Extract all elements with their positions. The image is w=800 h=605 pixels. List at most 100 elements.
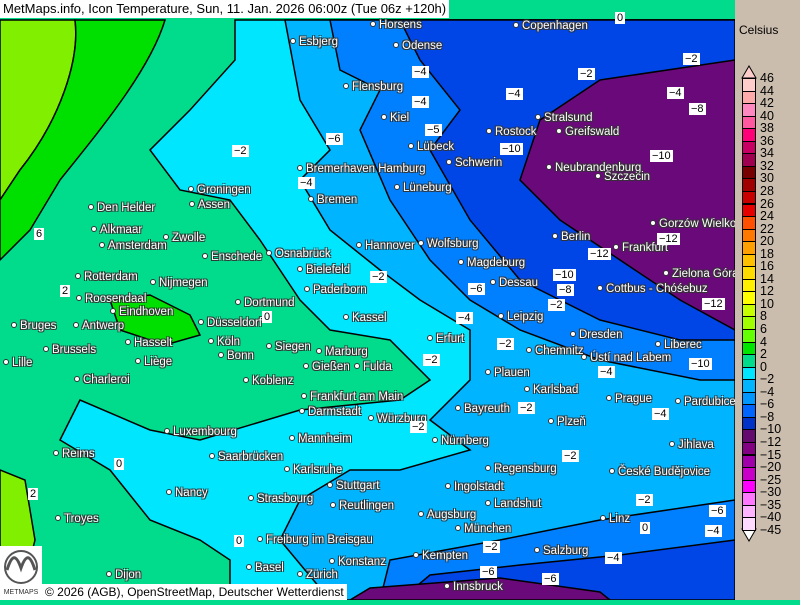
temperature-map[interactable]: Horsens Copenhagen Esbjerg Odense Flensburg K… (0, 0, 735, 600)
legend-label: −30 (760, 485, 782, 500)
city-label: Paderborn (304, 284, 367, 296)
city-label: Landshut (485, 498, 541, 510)
city-label: Fulda (354, 361, 392, 373)
legend-swatch (742, 78, 756, 92)
legend-top-arrow (741, 65, 757, 79)
city-label: Horsens (370, 19, 422, 31)
legend-swatch (742, 153, 756, 167)
contour-label: −4 (412, 96, 429, 108)
contour-label: −2 (683, 53, 700, 65)
city-label: München (455, 523, 511, 535)
city-label: Marburg (316, 346, 368, 358)
legend-swatch (742, 391, 756, 406)
city-label: Bremerhaven Hamburg (297, 163, 426, 175)
legend-label: 14 (760, 271, 774, 286)
legend-swatch (742, 115, 756, 130)
legend-swatch (742, 178, 756, 192)
city-label: Köln (208, 336, 240, 348)
city-label: Troyes (55, 513, 99, 525)
city-label: Nancy (166, 487, 208, 499)
contour-label: 0 (615, 12, 626, 24)
city-label: Eindhoven (110, 306, 173, 318)
contour-label: −5 (425, 124, 442, 136)
legend-swatch (742, 517, 756, 531)
contour-label: −10 (650, 150, 673, 162)
city-label: Salzburg (534, 545, 588, 557)
city-label: Hasselt (125, 337, 172, 349)
contour-label: −4 (506, 88, 523, 100)
city-label: České Budějovice (609, 466, 710, 478)
legend-swatch (742, 404, 756, 418)
city-label: Gießen (303, 361, 350, 373)
color-legend: Celsius 46 44 42 40 38 36 34 32 30 28 26 24 22 20 18 16… (735, 0, 800, 600)
legend-swatch (742, 228, 756, 243)
legend-label: 6 (760, 322, 767, 336)
legend-swatch (742, 203, 756, 218)
contour-label: 2 (28, 488, 39, 500)
contour-label: −8 (557, 284, 574, 296)
city-label: Augsburg (418, 509, 476, 521)
contour-label: −4 (456, 312, 473, 324)
contour-label: −2 (578, 68, 595, 80)
contour-label: −6 (468, 283, 485, 295)
metmaps-logo[interactable]: METMAPS (0, 546, 42, 600)
legend-label: −6 (760, 397, 775, 412)
contour-label: −4 (298, 177, 315, 189)
city-label: Lüneburg (394, 182, 452, 194)
city-label: Ingolstadt (445, 481, 504, 493)
contour-label: 0 (640, 522, 651, 534)
city-label: Frankfurt am Main (301, 391, 403, 403)
legend-label: 40 (760, 108, 774, 123)
city-label: Copenhagen (513, 20, 588, 32)
legend-swatch (742, 253, 756, 268)
legend-label: −4 (760, 384, 775, 399)
contour-label: −6 (542, 573, 559, 585)
legend-label: −40 (760, 510, 782, 525)
legend-label: −25 (760, 472, 782, 487)
city-label: Plzeň (548, 416, 586, 428)
city-label: Zielona Góra (663, 268, 735, 280)
city-label: Dresden (570, 329, 622, 341)
contour-label: −2 (410, 421, 427, 433)
city-label: Gorzów Wielkopolski (650, 218, 735, 230)
legend-swatch (742, 291, 756, 305)
copyright-notice: © 2026 (AGB), OpenStreetMap, Deutscher W… (42, 584, 347, 600)
city-label: Basel (246, 562, 284, 574)
city-label: Bielefeld (297, 264, 350, 276)
legend-label: 18 (760, 246, 774, 261)
legend-label: 34 (760, 146, 774, 161)
legend-swatch (742, 479, 756, 494)
contour-label: −2 (562, 450, 579, 462)
city-label: Kempten (413, 550, 468, 562)
legend-label: 20 (760, 234, 774, 249)
city-label: Karlsbad (524, 384, 578, 396)
city-label: Greifswald (556, 126, 619, 138)
legend-label: −15 (760, 447, 782, 462)
contour-label: −4 (598, 366, 615, 378)
contour-label: 0 (262, 311, 273, 323)
contour-label: −4 (667, 87, 684, 99)
city-label: Osnabrück (266, 248, 331, 260)
contour-label: −10 (689, 358, 712, 370)
city-label: Saarbrücken (209, 451, 283, 463)
city-label: Magdeburg (458, 257, 525, 269)
city-label: Dijon (106, 569, 141, 581)
city-label: Cottbus - Chóśebuz (597, 283, 708, 295)
legend-label: 0 (760, 359, 767, 374)
legend-label: −20 (760, 460, 782, 475)
legend-label: −12 (760, 434, 782, 449)
legend-swatch (742, 278, 756, 293)
contour-label: 0 (234, 535, 245, 547)
city-label: Rostock (486, 126, 537, 138)
city-label: Liberec (655, 339, 702, 351)
legend-label: 10 (760, 296, 774, 311)
city-label: Rotterdam (75, 271, 138, 283)
legend-label: 42 (760, 96, 774, 111)
legend-label: −8 (760, 409, 775, 424)
legend-swatch (742, 216, 756, 230)
city-label: Charleroi (74, 374, 130, 386)
city-label: Jihlava (669, 439, 714, 451)
city-label: Prague (606, 393, 652, 405)
city-label: Hannover (356, 240, 415, 252)
city-label: Bremen (308, 194, 357, 206)
